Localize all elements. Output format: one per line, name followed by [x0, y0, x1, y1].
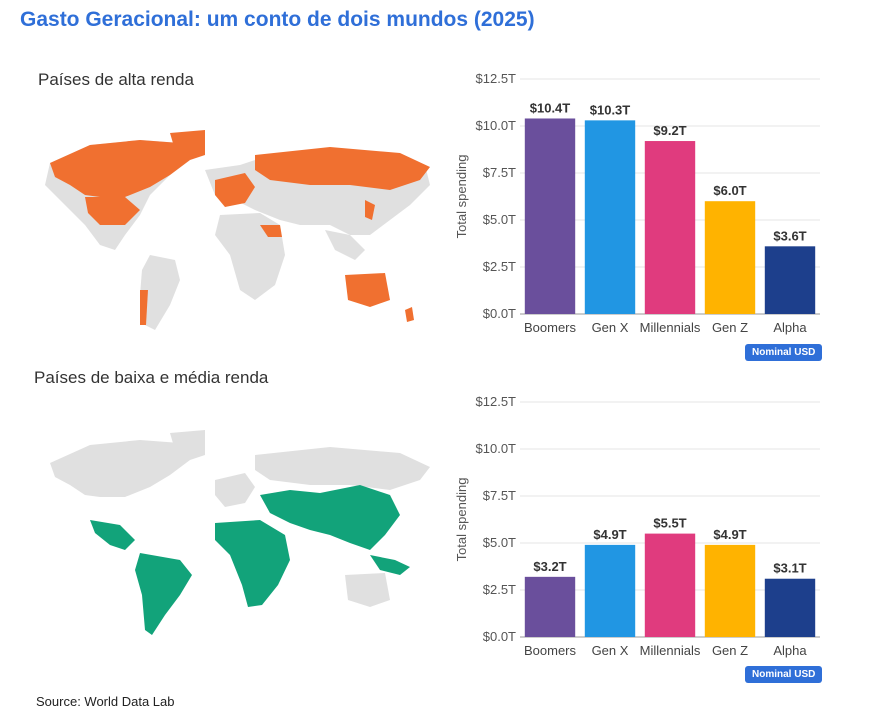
- bar-alpha: [764, 246, 816, 314]
- bar-chart-high-income: $0.0T $2.5T $5.0T $7.5T $10.0T $12.5T Total sp…: [454, 71, 820, 335]
- panel-label-low-middle-income: Países de baixa e média renda: [34, 368, 269, 387]
- nominal-usd-badge: Nominal USD: [745, 666, 823, 683]
- y-tick-label: $12.5T: [476, 394, 517, 409]
- data-label: $9.2T: [653, 123, 686, 138]
- x-tick-label: Gen Z: [712, 643, 748, 658]
- x-tick-label: Alpha: [773, 643, 807, 658]
- data-label: $10.3T: [590, 102, 631, 117]
- map-highlight-low-middle-income: [90, 485, 410, 635]
- y-tick-label: $7.5T: [483, 165, 516, 180]
- x-tick-label: Boomers: [524, 643, 577, 658]
- y-tick-label: $5.0T: [483, 535, 516, 550]
- bar-alpha: [764, 578, 816, 637]
- y-tick-label: $10.0T: [476, 441, 517, 456]
- x-tick-label: Gen Z: [712, 320, 748, 335]
- bar-millennials: [644, 533, 696, 637]
- x-tick-label: Alpha: [773, 320, 807, 335]
- x-tick-label: Gen X: [592, 320, 629, 335]
- y-tick-label: $7.5T: [483, 488, 516, 503]
- x-tick-label: Boomers: [524, 320, 577, 335]
- y-tick-label: $0.0T: [483, 306, 516, 321]
- y-tick-label: $12.5T: [476, 71, 517, 86]
- bar-boomers: [524, 576, 576, 637]
- y-axis-label: Total spending: [454, 478, 469, 562]
- bar-gen-x: [584, 120, 636, 314]
- bar-chart-low-middle-income: $0.0T $2.5T $5.0T $7.5T $10.0T $12.5T Total sp…: [454, 394, 820, 658]
- bar-millennials: [644, 141, 696, 314]
- data-label: $3.1T: [773, 561, 806, 576]
- data-label: $4.9T: [593, 527, 626, 542]
- x-tick-label: Millennials: [640, 643, 701, 658]
- panel-label-high-income: Países de alta renda: [38, 70, 194, 89]
- page-title: Gasto Geracional: um conto de dois mundo…: [20, 8, 535, 31]
- bar-gen-x: [584, 544, 636, 637]
- bar-gen-z: [704, 201, 756, 314]
- y-axis-label: Total spending: [454, 155, 469, 239]
- data-label: $10.4T: [530, 100, 571, 115]
- y-tick-label: $2.5T: [483, 582, 516, 597]
- y-tick-label: $2.5T: [483, 259, 516, 274]
- map-base-land: [50, 430, 430, 607]
- data-label: $5.5T: [653, 516, 686, 531]
- x-tick-label: Millennials: [640, 320, 701, 335]
- x-tick-label: Gen X: [592, 643, 629, 658]
- world-map-high-income: [45, 130, 430, 330]
- map-highlight-high-income: [50, 130, 430, 325]
- y-tick-label: $10.0T: [476, 118, 517, 133]
- y-tick-label: $5.0T: [483, 212, 516, 227]
- bar-boomers: [524, 118, 576, 314]
- data-label: $3.2T: [533, 559, 566, 574]
- bar-gen-z: [704, 544, 756, 637]
- data-label: $3.6T: [773, 228, 806, 243]
- data-label: $6.0T: [713, 183, 746, 198]
- world-map-low-middle-income: [50, 430, 430, 635]
- source-note: Source: World Data Lab: [36, 694, 175, 709]
- y-tick-label: $0.0T: [483, 629, 516, 644]
- data-label: $4.9T: [713, 527, 746, 542]
- nominal-usd-badge: Nominal USD: [745, 344, 823, 361]
